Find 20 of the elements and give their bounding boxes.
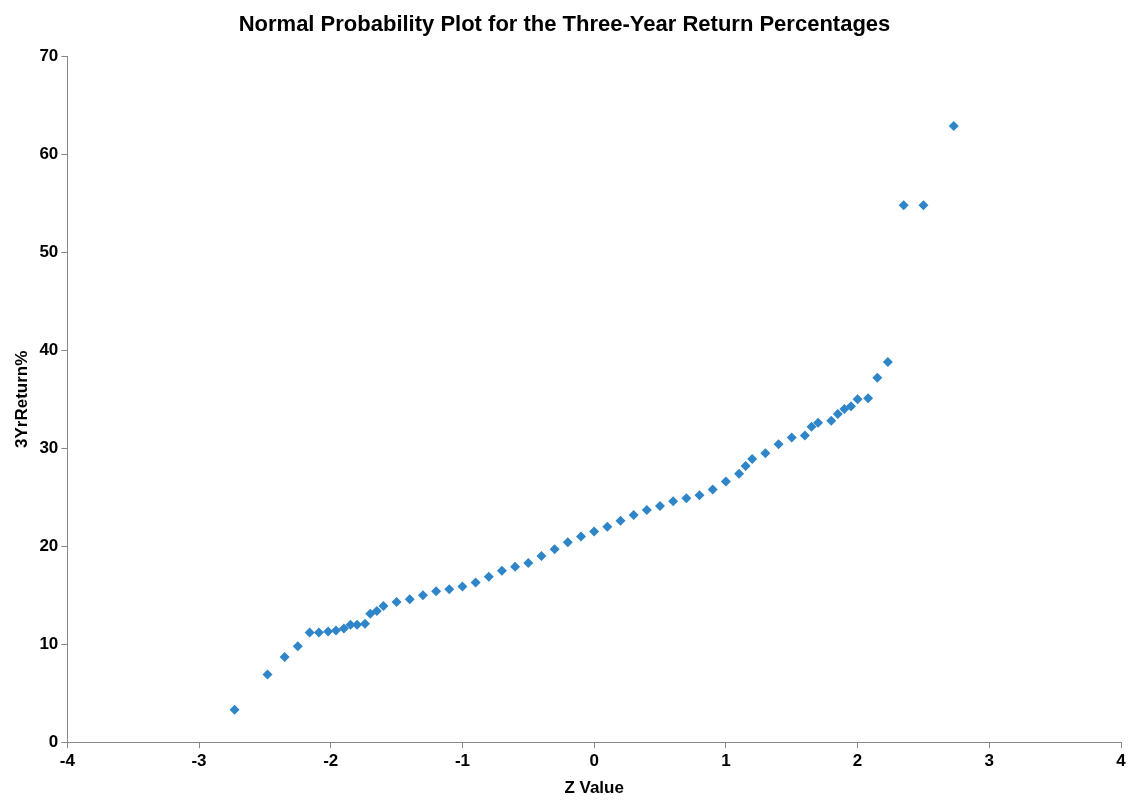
x-axis-title: Z Value bbox=[564, 778, 624, 798]
y-tick-label: 70 bbox=[39, 46, 59, 66]
x-tick-label: 0 bbox=[589, 751, 599, 771]
x-tick-label: 3 bbox=[984, 751, 995, 771]
x-tick-label: -1 bbox=[454, 751, 471, 771]
y-tick-label: 60 bbox=[39, 144, 59, 164]
y-tick-label: 10 bbox=[39, 633, 59, 653]
x-tick-label: -2 bbox=[323, 751, 339, 771]
x-tick-label: -4 bbox=[59, 751, 76, 771]
y-tick-label: 20 bbox=[39, 535, 59, 555]
x-tick-label: 4 bbox=[1116, 751, 1127, 771]
y-tick-label: 30 bbox=[39, 437, 59, 457]
x-tick-label: -3 bbox=[191, 751, 207, 771]
y-tick-label: 0 bbox=[48, 731, 59, 751]
y-tick-label: 40 bbox=[39, 340, 59, 359]
chart-title: Normal Probability Plot for the Three-Year Return Percentages bbox=[238, 11, 891, 37]
y-tick-label: 50 bbox=[39, 242, 59, 262]
y-axis-title: 3YrReturn% bbox=[11, 350, 31, 448]
x-tick-label: 1 bbox=[721, 751, 731, 771]
x-tick-label: 2 bbox=[852, 751, 863, 771]
